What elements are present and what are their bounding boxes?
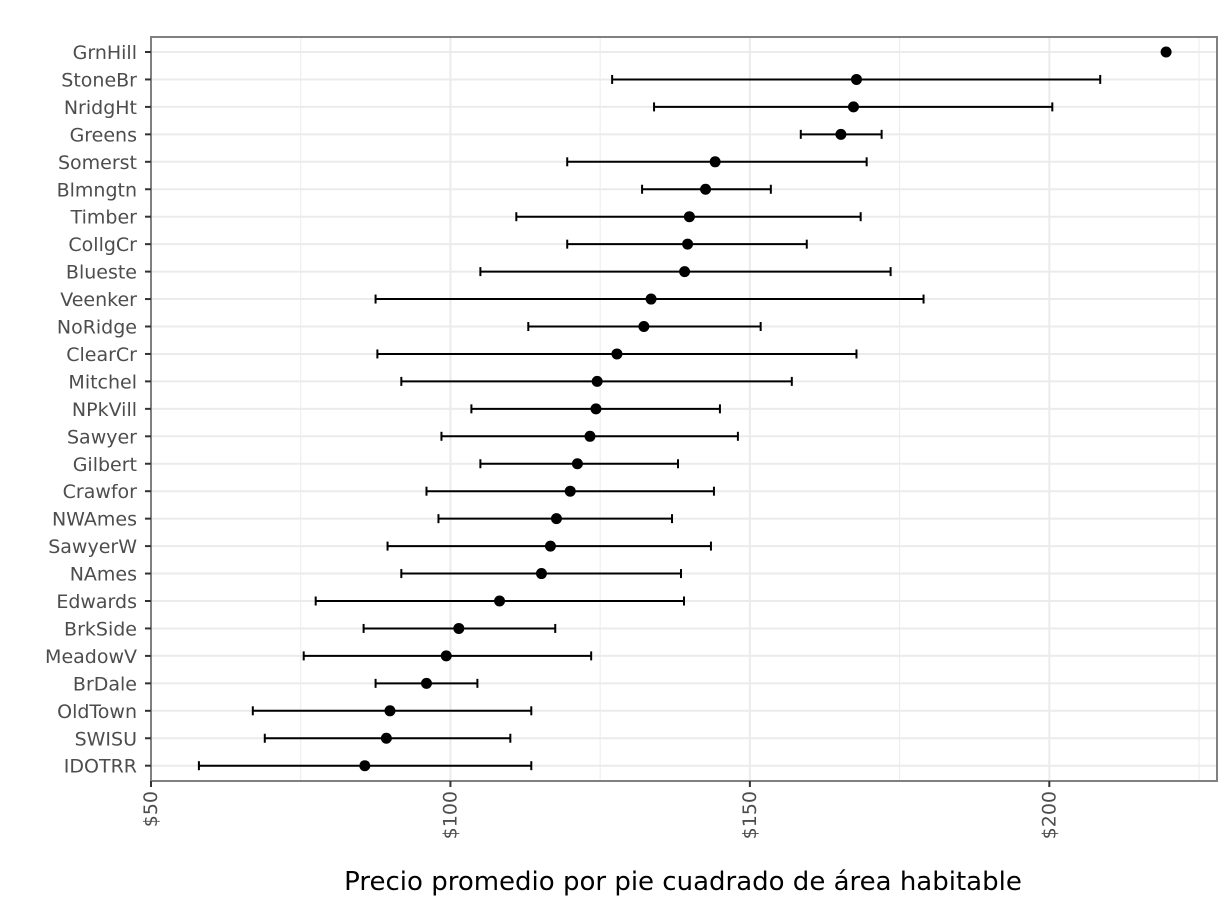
data-point [440, 650, 452, 662]
data-point [384, 705, 396, 717]
data-point [590, 403, 602, 415]
data-point [835, 128, 847, 140]
data-point [544, 540, 556, 552]
y-tick-label: Edwards [56, 591, 137, 613]
y-tick-label: NPkVill [72, 399, 137, 421]
data-point [645, 293, 657, 305]
y-tick-label: ClearCr [66, 344, 137, 366]
data-point [591, 375, 603, 387]
data-point [847, 101, 859, 113]
y-tick-label: MeadowV [45, 646, 137, 668]
y-tick-label: NAmes [70, 564, 137, 586]
y-tick-label: Blueste [66, 262, 137, 284]
data-point [850, 73, 862, 85]
y-tick-label: Crawfor [63, 481, 138, 503]
y-tick-label: Somerst [58, 152, 137, 174]
y-tick-label: Veenker [60, 289, 137, 311]
data-point [682, 238, 694, 250]
y-tick-label: Mitchel [68, 371, 137, 393]
y-tick-label: GrnHill [73, 42, 137, 64]
y-tick-label: Blmngtn [57, 179, 137, 201]
data-point [494, 595, 506, 607]
y-tick-label: NridgHt [64, 97, 137, 119]
y-tick-label: Gilbert [73, 454, 137, 476]
x-tick-label: $50 [140, 791, 162, 827]
x-tick-label: $200 [1038, 791, 1060, 839]
y-tick-label: IDOTRR [64, 756, 137, 778]
data-point [420, 677, 432, 689]
error-bars-layer [197, 74, 1102, 771]
y-tick-label: BrkSide [64, 618, 137, 640]
y-tick-label: SawyerW [48, 536, 137, 558]
y-tick-label: Timber [70, 207, 138, 229]
data-point [550, 513, 562, 525]
data-point [709, 156, 721, 168]
y-tick-label: BrDale [73, 673, 137, 695]
data-point [611, 348, 623, 360]
data-point [584, 430, 596, 442]
x-tick-label: $100 [439, 791, 461, 839]
data-point [571, 458, 583, 470]
data-point [679, 266, 691, 278]
data-point [564, 485, 576, 497]
y-tick-label: Sawyer [67, 426, 137, 448]
y-tick-label: CollgCr [68, 234, 137, 256]
points-layer [359, 46, 1172, 772]
y-tick-label: NWAmes [52, 509, 137, 531]
y-tick-label: Greens [70, 124, 137, 146]
data-point [683, 211, 695, 223]
data-point [453, 622, 465, 634]
data-point [535, 568, 547, 580]
data-point [1160, 46, 1172, 58]
data-point [359, 760, 371, 772]
data-point [700, 183, 712, 195]
y-tick-label: NoRidge [57, 317, 137, 339]
y-axis: GrnHill StoneBr NridgHt Greens Somerst Blmngt… [45, 42, 151, 778]
y-tick-label: StoneBr [61, 69, 137, 91]
x-axis-title: Precio promedio por pie cuadrado de área… [344, 867, 1022, 897]
y-tick-label: OldTown [57, 701, 137, 723]
data-point [380, 732, 392, 744]
y-tick-label: SWISU [75, 728, 137, 750]
x-axis: $50 $100 $150 $200 [140, 781, 1060, 839]
data-point [638, 321, 650, 332]
x-tick-label: $150 [739, 791, 761, 839]
